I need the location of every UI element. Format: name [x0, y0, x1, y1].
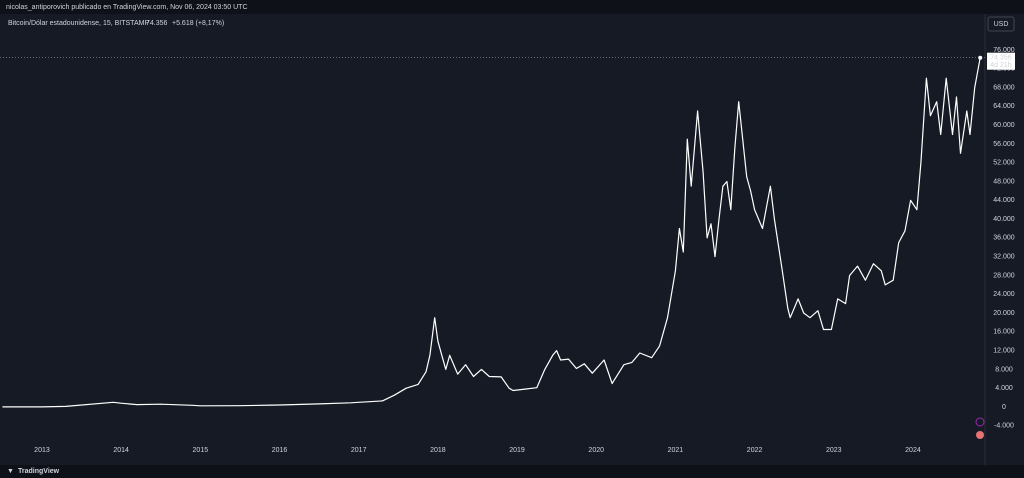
y-tick-label: 40.000 [993, 216, 1015, 223]
x-tick-label: 2018 [430, 447, 446, 454]
y-tick-label: 12.000 [993, 347, 1015, 354]
x-tick-label: 2014 [113, 447, 129, 454]
y-tick-label: 60.000 [993, 122, 1015, 129]
y-tick-label: 16.000 [993, 329, 1015, 336]
y-tick-label: 76.000 [993, 47, 1015, 54]
x-tick-label: 2019 [509, 447, 525, 454]
header-bar [0, 0, 1024, 14]
y-tick-label: -4.000 [994, 423, 1014, 430]
y-tick-label: 32.000 [993, 254, 1015, 261]
price-tag-box [987, 52, 1015, 70]
y-tick-label: 28.000 [993, 272, 1015, 279]
currency[interactable]: USD [994, 21, 1009, 28]
y-tick-label: 44.000 [993, 197, 1015, 204]
footer-bar [0, 465, 1024, 478]
y-tick-label: 20.000 [993, 310, 1015, 317]
price-tag: 74.356 [990, 55, 1012, 62]
x-tick-label: 2022 [747, 447, 763, 454]
y-tick-label: 0 [1002, 404, 1006, 411]
x-tick-label: 2013 [34, 447, 50, 454]
y-tick-label: 24.000 [993, 291, 1015, 298]
logo-mark: ▼ [7, 468, 14, 475]
x-tick-label: 2024 [905, 447, 921, 454]
x-tick-label: 2020 [588, 447, 604, 454]
y-tick-label: 56.000 [993, 141, 1015, 148]
last: 74.356 [146, 20, 168, 27]
brand: TradingView [18, 468, 60, 475]
currency-box[interactable] [987, 16, 1015, 32]
event-icon[interactable] [975, 417, 985, 427]
symbol: Bitcoin/Dólar estadounidense, 15, BITSTA… [8, 20, 149, 27]
x-tick-label: 2016 [272, 447, 288, 454]
y-tick-label: 68.000 [993, 84, 1015, 91]
y-tick-label: 8.000 [995, 366, 1013, 373]
y-tick-label: 52.000 [993, 160, 1015, 167]
last-point [978, 55, 983, 60]
y-tick-label: 64.000 [993, 103, 1015, 110]
y-tick-label: 48.000 [993, 178, 1015, 185]
x-tick-label: 2015 [193, 447, 209, 454]
flag-icon[interactable] [976, 431, 984, 439]
change: +5.618 (+8,17%) [172, 20, 224, 27]
publisher: nicolas_antiporovich publicado en Tradin… [6, 4, 248, 11]
x-tick-label: 2017 [351, 447, 367, 454]
price-line [2, 57, 981, 408]
y-tick-label: 36.000 [993, 235, 1015, 242]
x-tick-label: 2023 [826, 447, 842, 454]
countdown: 4d 21h [990, 62, 1012, 69]
y-tick-label: 4.000 [995, 385, 1013, 392]
x-tick-label: 2021 [668, 447, 684, 454]
